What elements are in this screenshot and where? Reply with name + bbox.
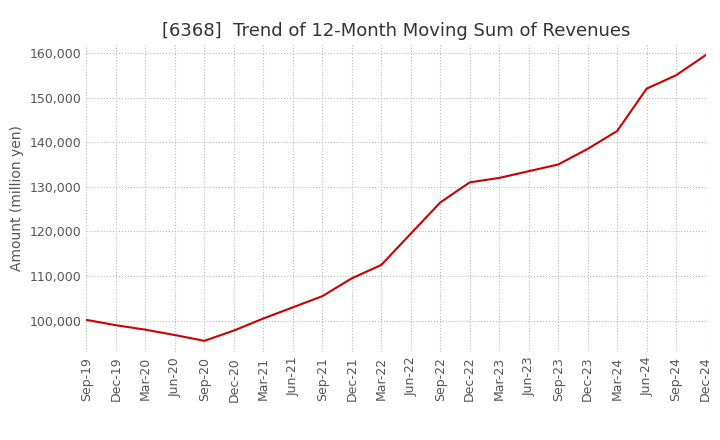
Y-axis label: Amount (million yen): Amount (million yen) — [10, 125, 24, 271]
Title: [6368]  Trend of 12-Month Moving Sum of Revenues: [6368] Trend of 12-Month Moving Sum of R… — [162, 22, 630, 40]
